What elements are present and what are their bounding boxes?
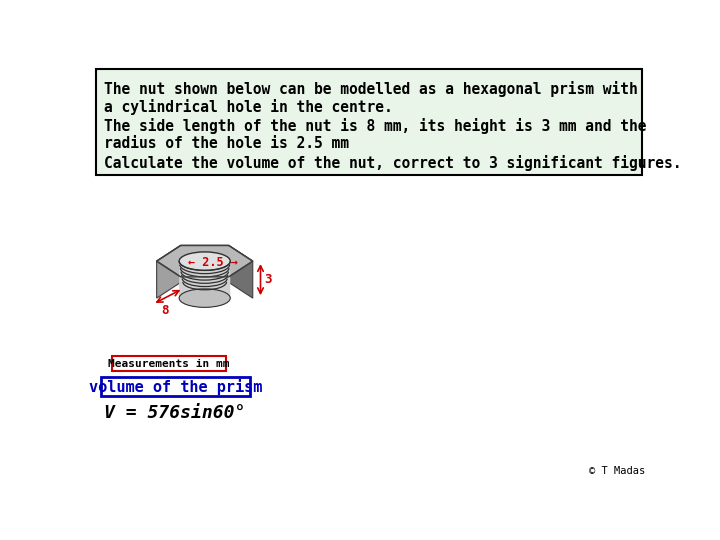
FancyBboxPatch shape: [96, 69, 642, 175]
FancyBboxPatch shape: [112, 356, 226, 372]
Ellipse shape: [179, 289, 230, 307]
Text: 3: 3: [264, 273, 272, 286]
Text: 8: 8: [161, 304, 168, 317]
Polygon shape: [157, 246, 253, 277]
Polygon shape: [181, 246, 229, 282]
Text: volume of the prism: volume of the prism: [89, 379, 262, 395]
Text: The side length of the nut is 8 mm, its height is 3 mm and the: The side length of the nut is 8 mm, its …: [104, 118, 647, 134]
Text: © T Madas: © T Madas: [589, 466, 645, 476]
Text: Measurements in mm: Measurements in mm: [108, 359, 230, 369]
Text: ← 2.5 →: ← 2.5 →: [187, 256, 238, 269]
Text: radius of the hole is 2.5 mm: radius of the hole is 2.5 mm: [104, 137, 349, 151]
FancyBboxPatch shape: [101, 377, 250, 396]
Text: a cylindrical hole in the centre.: a cylindrical hole in the centre.: [104, 99, 392, 116]
Ellipse shape: [179, 252, 230, 271]
Polygon shape: [179, 261, 230, 307]
Text: Calculate the volume of the nut, correct to 3 significant figures.: Calculate the volume of the nut, correct…: [104, 155, 681, 171]
Text: V = 576sin60°: V = 576sin60°: [104, 404, 246, 422]
Polygon shape: [229, 246, 253, 298]
Polygon shape: [157, 246, 181, 298]
Text: The nut shown below can be modelled as a hexagonal prism with: The nut shown below can be modelled as a…: [104, 81, 638, 97]
